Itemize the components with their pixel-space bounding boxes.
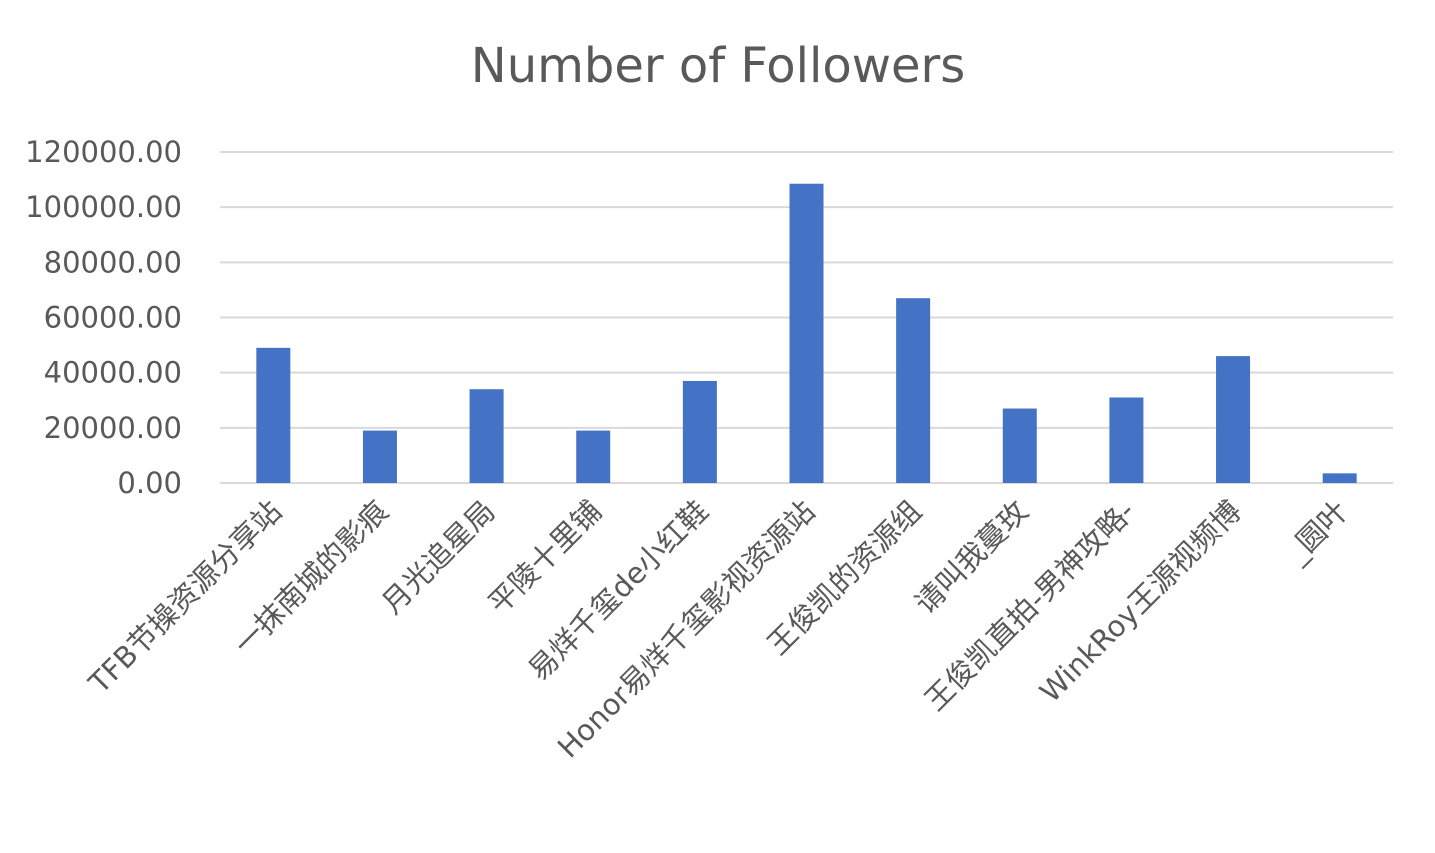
x-category-label: TFB节操资源分享站 (82, 494, 289, 701)
x-category-label: 易烊千玺de小红鞋 (522, 494, 715, 687)
bars (256, 183, 1357, 484)
bar (256, 347, 291, 483)
bar (789, 183, 824, 484)
y-tick-label: 120000.00 (25, 135, 182, 169)
y-tick-label: 0.00 (117, 466, 182, 500)
y-tick-label: 100000.00 (25, 190, 182, 224)
bar (1216, 356, 1251, 483)
x-category-label: 王俊凯直拍-男神攻略- (918, 494, 1141, 717)
x-axis-category-labels: TFB节操资源分享站一抹南城的影痕月光追星局平陵十里铺易烊千玺de小红鞋Hono… (82, 494, 1355, 765)
bar (1322, 473, 1357, 483)
chart-title: Number of Followers (471, 38, 965, 94)
y-tick-label: 40000.00 (44, 356, 182, 390)
bar (1002, 408, 1037, 483)
y-tick-label: 60000.00 (44, 301, 182, 335)
bar (896, 298, 931, 483)
bar (362, 430, 397, 483)
x-category-label: 月光追星局 (375, 494, 502, 621)
x-category-label: _圆叶 (1279, 494, 1355, 570)
bar (576, 430, 611, 483)
y-tick-label: 20000.00 (44, 411, 182, 445)
y-axis-tick-labels: 0.00 20000.00 40000.00 60000.00 80000.00 1000… (25, 135, 182, 500)
bar (469, 389, 504, 483)
x-category-label: WinkRoy王源视频博 (1033, 494, 1248, 709)
bar (1109, 397, 1144, 483)
bar (682, 380, 717, 483)
y-tick-label: 80000.00 (44, 245, 182, 279)
